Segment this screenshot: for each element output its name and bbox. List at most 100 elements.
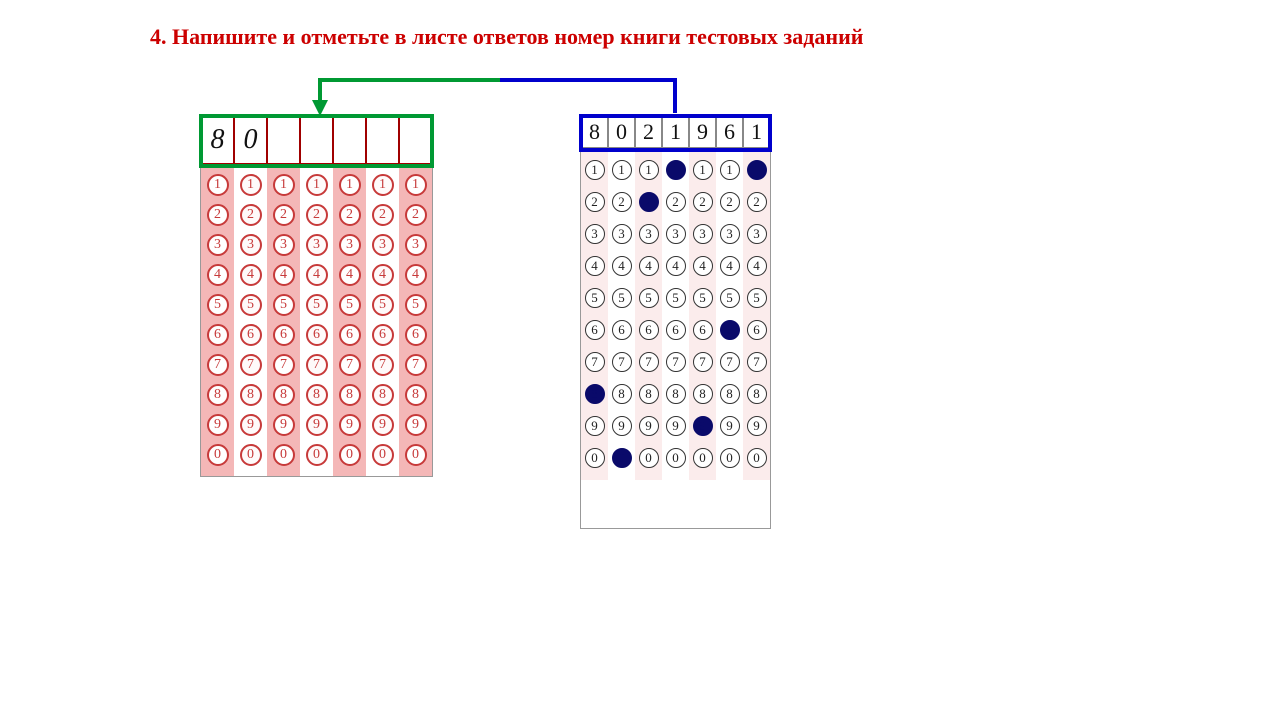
- bubble-filled: 1: [666, 160, 686, 180]
- bubble: 7: [273, 354, 295, 376]
- bubble: 8: [720, 384, 740, 404]
- bubble: 7: [306, 354, 328, 376]
- bubble: 0: [639, 448, 659, 468]
- bubble: 5: [405, 294, 427, 316]
- bubble: 7: [612, 352, 632, 372]
- bubble: 9: [405, 414, 427, 436]
- bubble: 2: [207, 204, 229, 226]
- bubble: 9: [639, 416, 659, 436]
- bubble: 6: [747, 320, 767, 340]
- bubble: 9: [612, 416, 632, 436]
- right-column: 1234567890: [662, 148, 689, 480]
- bubble: 4: [720, 256, 740, 276]
- bubble: 1: [639, 160, 659, 180]
- bubble: 3: [693, 224, 713, 244]
- bubble: 2: [747, 192, 767, 212]
- bubble: 6: [273, 324, 295, 346]
- bubble: 5: [747, 288, 767, 308]
- bubble: 3: [720, 224, 740, 244]
- bubble: 3: [273, 234, 295, 256]
- bubble: 1: [240, 174, 262, 196]
- bubble: 8: [693, 384, 713, 404]
- bubble-filled: 8: [585, 384, 605, 404]
- bubble-filled: 0: [612, 448, 632, 468]
- answer-sheet-left: 80 1234567890123456789012345678901234567…: [200, 115, 433, 477]
- right-column: 1234567890: [635, 148, 662, 480]
- bubble: 7: [693, 352, 713, 372]
- bubble: 6: [207, 324, 229, 346]
- bubble: 0: [306, 444, 328, 466]
- left-column: 1234567890: [234, 164, 267, 476]
- bubble: 5: [306, 294, 328, 316]
- bubble: 7: [666, 352, 686, 372]
- left-column: 1234567890: [267, 164, 300, 476]
- instruction-title: 4. Напишите и отметьте в листе ответов н…: [150, 24, 863, 50]
- bubble: 2: [720, 192, 740, 212]
- bubble: 4: [372, 264, 394, 286]
- bubble: 5: [240, 294, 262, 316]
- bubble: 1: [405, 174, 427, 196]
- bubble: 4: [273, 264, 295, 286]
- bubble: 5: [666, 288, 686, 308]
- left-column: 1234567890: [333, 164, 366, 476]
- bubble: 7: [372, 354, 394, 376]
- bubble: 3: [207, 234, 229, 256]
- bubble: 0: [405, 444, 427, 466]
- bubble: 3: [339, 234, 361, 256]
- bubble: 3: [372, 234, 394, 256]
- bubble: 0: [207, 444, 229, 466]
- bubble: 0: [747, 448, 767, 468]
- bubble: 4: [339, 264, 361, 286]
- bubble: 7: [639, 352, 659, 372]
- bubble: 3: [306, 234, 328, 256]
- bubble: 6: [306, 324, 328, 346]
- bubble: 8: [339, 384, 361, 406]
- left-header-row: 80: [201, 116, 432, 164]
- right-column: 1234567890: [608, 148, 635, 480]
- bubble: 4: [240, 264, 262, 286]
- left-header-cell: [267, 116, 300, 164]
- bubble: 6: [639, 320, 659, 340]
- bubble: 2: [273, 204, 295, 226]
- bubble: 9: [306, 414, 328, 436]
- bubble: 0: [339, 444, 361, 466]
- right-header-cell: 0: [608, 116, 635, 148]
- bubble: 7: [240, 354, 262, 376]
- bubble: 1: [612, 160, 632, 180]
- bubble: 1: [273, 174, 295, 196]
- bubble: 0: [372, 444, 394, 466]
- bubble: 5: [612, 288, 632, 308]
- bubble: 8: [405, 384, 427, 406]
- bubble: 2: [339, 204, 361, 226]
- right-header-cell: 1: [662, 116, 689, 148]
- bubble: 3: [405, 234, 427, 256]
- bubble: 9: [273, 414, 295, 436]
- bubble: 5: [720, 288, 740, 308]
- bubble: 4: [639, 256, 659, 276]
- bubble: 3: [747, 224, 767, 244]
- right-header-row: 8021961: [581, 116, 770, 148]
- right-header-cell: 2: [635, 116, 662, 148]
- right-column: 1234567890: [716, 148, 743, 480]
- right-column: 1234567890: [581, 148, 608, 480]
- bubble: 5: [273, 294, 295, 316]
- bubble: 3: [585, 224, 605, 244]
- bubble: 6: [405, 324, 427, 346]
- bubble: 7: [405, 354, 427, 376]
- bubble: 4: [612, 256, 632, 276]
- bubble: 4: [306, 264, 328, 286]
- bubble: 1: [720, 160, 740, 180]
- bubble: 0: [720, 448, 740, 468]
- bubble: 8: [747, 384, 767, 404]
- bubble: 0: [666, 448, 686, 468]
- right-column: 1234567890: [743, 148, 770, 480]
- bubble: 1: [339, 174, 361, 196]
- bubble: 2: [666, 192, 686, 212]
- right-header-cell: 9: [689, 116, 716, 148]
- bubble: 3: [639, 224, 659, 244]
- bubble: 2: [372, 204, 394, 226]
- bubble: 4: [747, 256, 767, 276]
- bubble: 1: [372, 174, 394, 196]
- bubble: 5: [693, 288, 713, 308]
- bubble: 0: [240, 444, 262, 466]
